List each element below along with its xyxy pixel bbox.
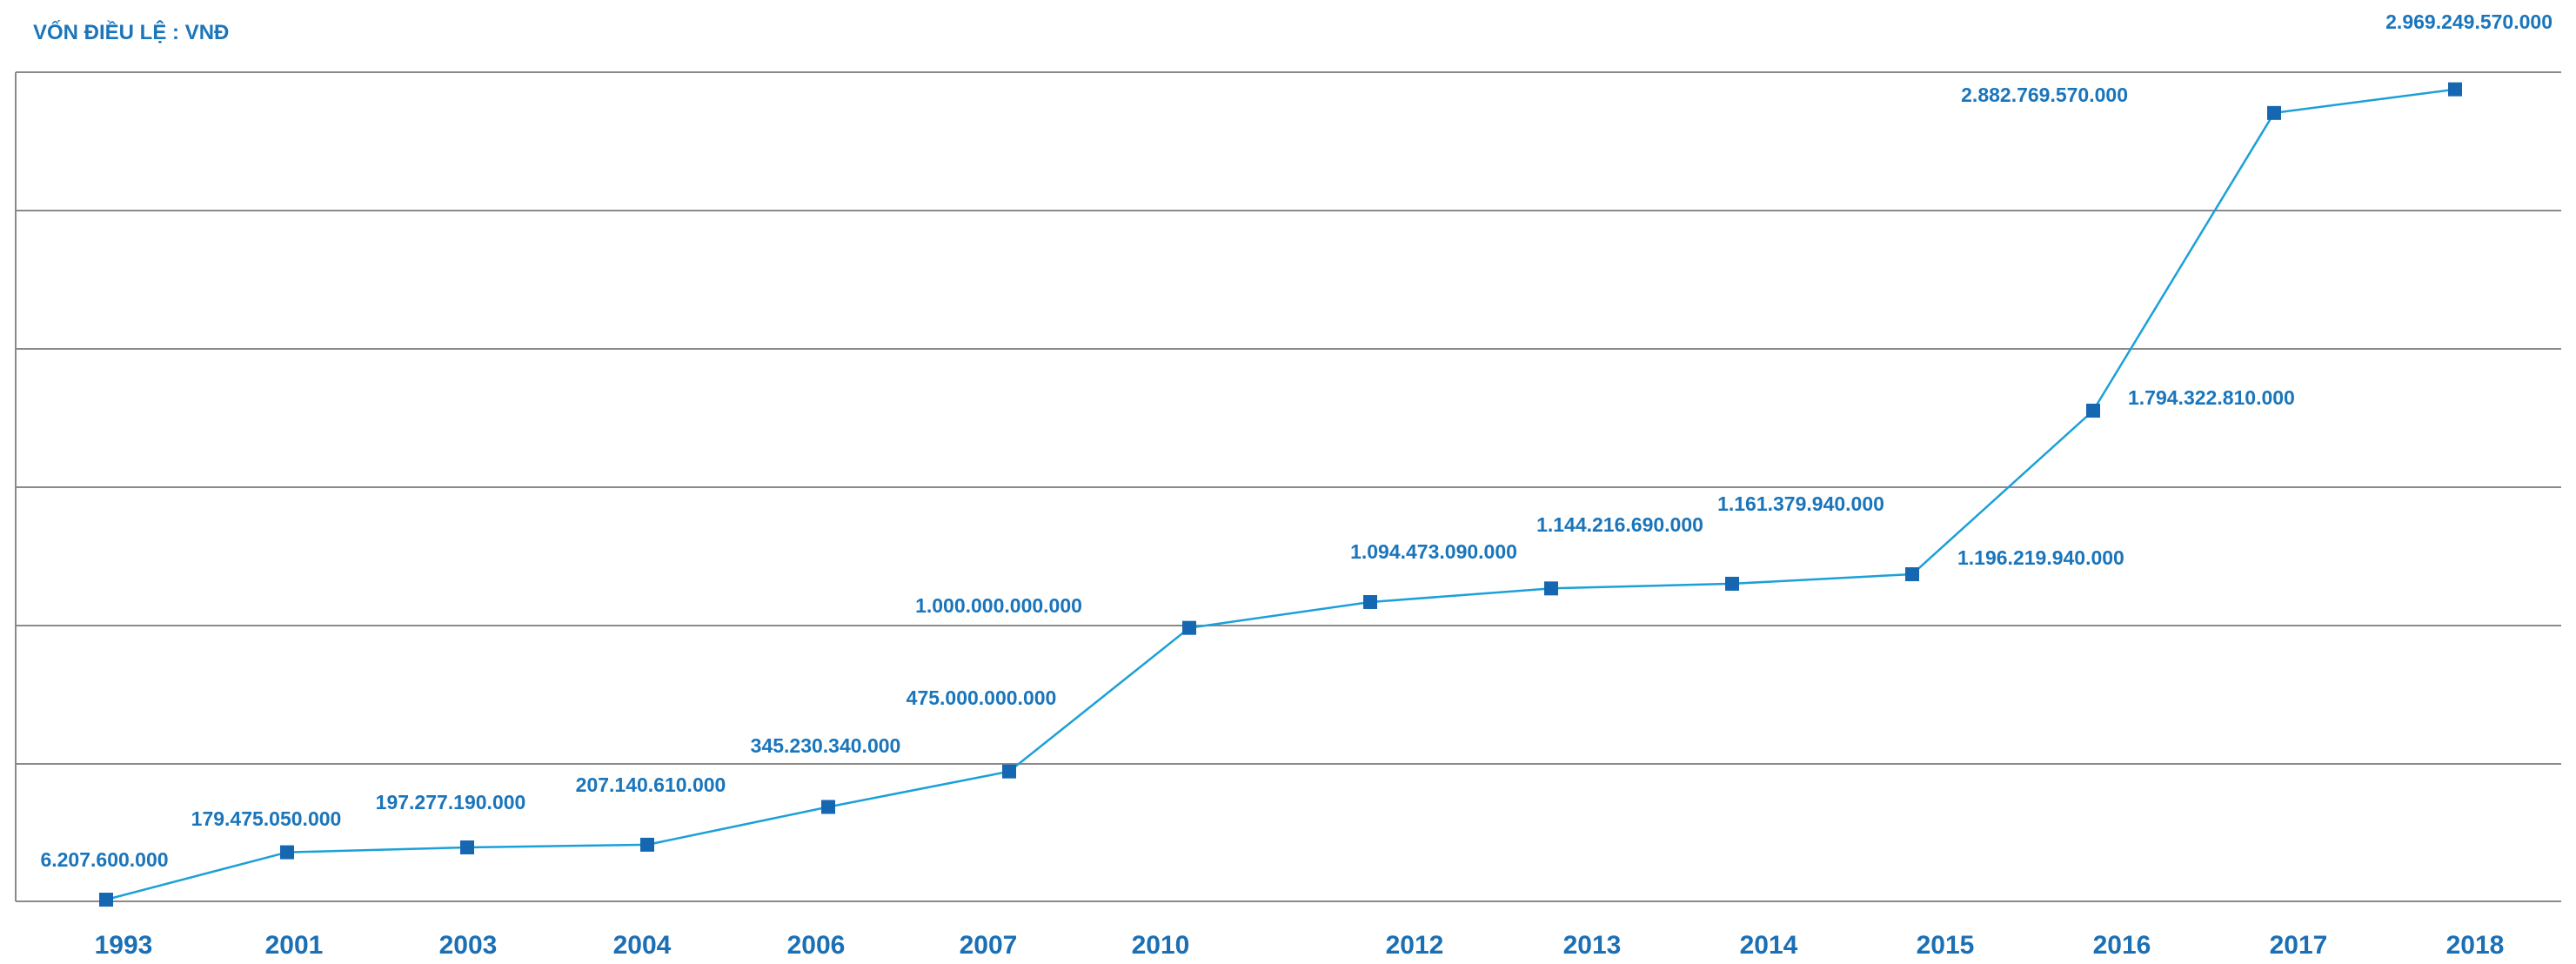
- data-label-1993: 6.207.600.000: [40, 848, 168, 871]
- data-point-2012: [1363, 594, 1377, 609]
- data-labels: 6.207.600.000 179.475.050.000 197.277.190.…: [40, 10, 2553, 871]
- data-point-2001: [280, 845, 294, 860]
- data-label-2003: 197.277.190.000: [376, 791, 526, 813]
- grid-lines: [15, 71, 2561, 902]
- x-tick-1993: 1993: [95, 931, 153, 960]
- x-tick-2006: 2006: [787, 931, 846, 960]
- data-point-2016: [2086, 403, 2100, 418]
- data-label-2014: 1.161.379.940.000: [1717, 492, 1884, 515]
- data-point-2017: [2267, 105, 2281, 120]
- data-point-2015: [1905, 566, 1919, 581]
- data-label-2007: 475.000.000.000: [907, 686, 1057, 709]
- data-point-2003: [460, 840, 474, 854]
- x-tick-2017: 2017: [2270, 931, 2328, 960]
- data-label-2015: 1.196.219.940.000: [1957, 546, 2124, 569]
- x-tick-2001: 2001: [265, 931, 324, 960]
- series-line: [105, 88, 2456, 901]
- data-label-2012: 1.094.473.090.000: [1350, 540, 1517, 563]
- data-label-2018: 2.969.249.570.000: [2385, 10, 2553, 33]
- x-tick-2013: 2013: [1563, 931, 1622, 960]
- x-tick-2015: 2015: [1917, 931, 1975, 960]
- x-tick-2007: 2007: [960, 931, 1018, 960]
- data-point-2004: [640, 837, 654, 852]
- x-tick-2004: 2004: [613, 931, 672, 960]
- x-tick-2010: 2010: [1132, 931, 1190, 960]
- data-point-2014: [1725, 576, 1739, 591]
- data-label-2006: 345.230.340.000: [751, 734, 901, 757]
- data-markers: [99, 82, 2462, 907]
- data-point-1993: [99, 893, 113, 907]
- data-label-2001: 179.475.050.000: [191, 807, 342, 830]
- data-label-2017: 2.882.769.570.000: [1961, 84, 2128, 106]
- data-point-2010: [1182, 620, 1196, 635]
- data-point-2007: [1002, 764, 1016, 779]
- data-point-2013: [1544, 581, 1558, 596]
- data-point-2018: [2448, 82, 2462, 97]
- data-label-2004: 207.140.610.000: [576, 773, 726, 796]
- data-label-2016: 1.794.322.810.000: [2128, 386, 2295, 409]
- x-tick-2014: 2014: [1740, 931, 1798, 960]
- x-tick-2016: 2016: [2093, 931, 2151, 960]
- x-tick-2018: 2018: [2446, 931, 2505, 960]
- series-polyline: [105, 88, 2456, 901]
- chart-title: VỐN ĐIỀU LỆ : VNĐ: [33, 20, 229, 44]
- data-label-2013: 1.144.216.690.000: [1536, 513, 1703, 536]
- x-axis-ticks: 1993 2001 2003 2004 2006 2007 2010 2012 2013 2014…: [95, 931, 2505, 960]
- data-point-2006: [821, 800, 835, 814]
- x-tick-2012: 2012: [1386, 931, 1444, 960]
- data-label-2010: 1.000.000.000.000: [915, 594, 1082, 617]
- x-tick-2003: 2003: [439, 931, 498, 960]
